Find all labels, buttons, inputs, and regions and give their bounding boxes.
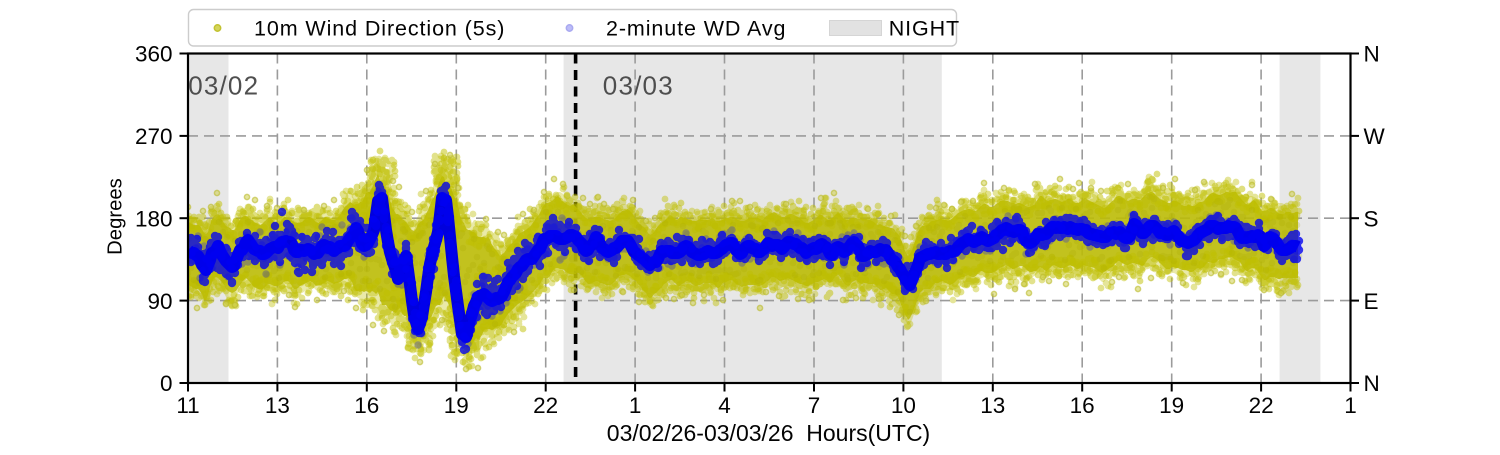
svg-text:22: 22 [1249, 393, 1274, 418]
svg-text:19: 19 [444, 393, 469, 418]
svg-text:03/03: 03/03 [603, 71, 674, 101]
svg-text:13: 13 [980, 393, 1005, 418]
svg-text:90: 90 [147, 289, 172, 314]
svg-text:7: 7 [808, 393, 821, 418]
svg-text:NIGHT: NIGHT [889, 17, 960, 41]
svg-text:S: S [1364, 206, 1379, 231]
svg-text:0: 0 [160, 371, 173, 396]
svg-text:N: N [1364, 371, 1380, 396]
svg-text:360: 360 [135, 42, 173, 67]
svg-text:180: 180 [135, 206, 173, 231]
svg-text:Degrees: Degrees [105, 178, 127, 255]
svg-text:W: W [1364, 124, 1386, 149]
svg-text:10: 10 [891, 393, 916, 418]
svg-text:22: 22 [533, 393, 558, 418]
svg-text:10m Wind Direction (5s): 10m Wind Direction (5s) [254, 17, 505, 41]
svg-text:11: 11 [176, 393, 199, 418]
svg-text:1: 1 [629, 393, 642, 418]
svg-text:19: 19 [1159, 393, 1184, 418]
svg-text:N: N [1364, 42, 1380, 67]
svg-text:03/02/26-03/03/26 Hours(UTC): 03/02/26-03/03/26 Hours(UTC) [607, 420, 930, 446]
svg-text:270: 270 [135, 124, 173, 149]
svg-text:03/02: 03/02 [188, 71, 259, 101]
svg-text:E: E [1364, 289, 1379, 314]
svg-text:4: 4 [718, 393, 731, 418]
svg-text:16: 16 [354, 393, 379, 418]
svg-text:2-minute WD Avg: 2-minute WD Avg [606, 17, 786, 41]
svg-text:13: 13 [265, 393, 290, 418]
svg-text:1: 1 [1344, 393, 1357, 418]
svg-text:16: 16 [1070, 393, 1095, 418]
